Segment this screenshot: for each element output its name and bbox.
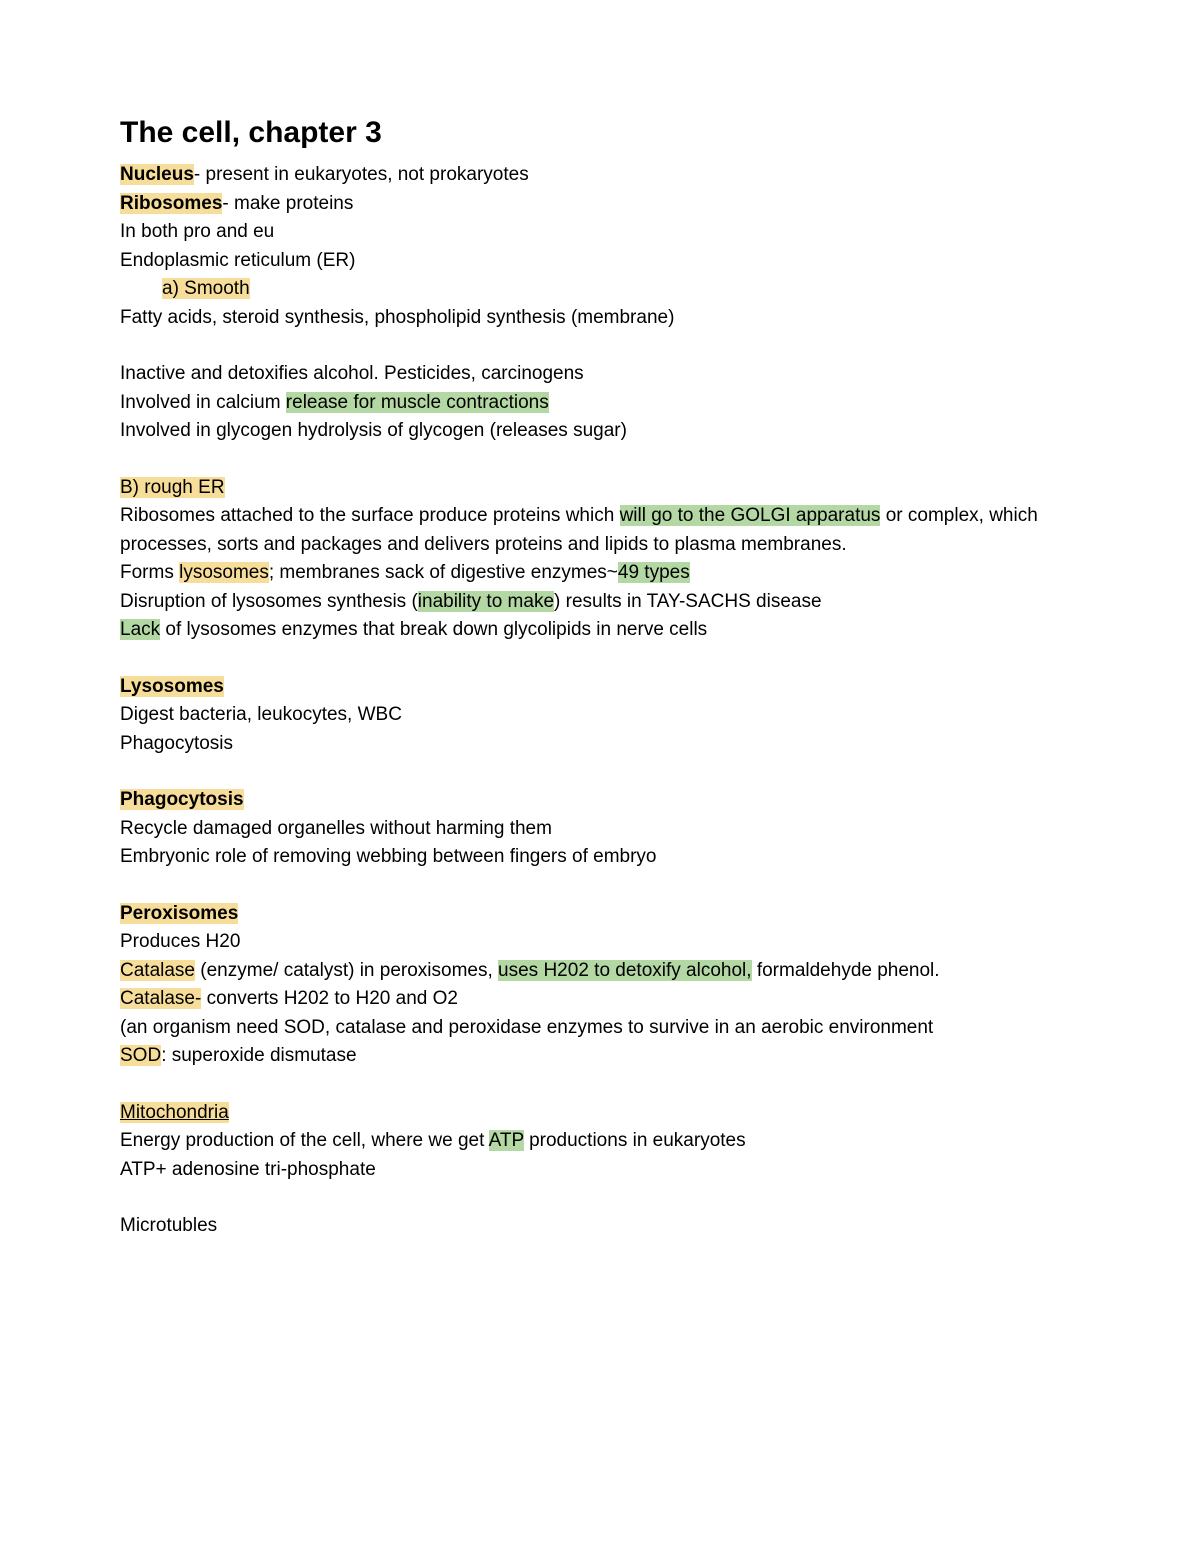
- spacer: [120, 1071, 1080, 1099]
- term-ribosomes: Ribosomes: [120, 193, 222, 214]
- line-ribo-attached: Ribosomes attached to the surface produc…: [120, 502, 1080, 559]
- text-sod-post: : superoxide dismutase: [161, 1045, 356, 1066]
- line-in-both: In both pro and eu: [120, 218, 1080, 247]
- text-energy-post: productions in eukaryotes: [524, 1130, 746, 1151]
- page-title: The cell, chapter 3: [120, 110, 1080, 155]
- text-ribo-pre: Ribosomes attached to the surface produc…: [120, 505, 620, 526]
- heading-lysosomes: Lysosomes: [120, 673, 1080, 702]
- line-atp-def: ATP+ adenosine tri-phosphate: [120, 1156, 1080, 1185]
- line-energy: Energy production of the cell, where we …: [120, 1127, 1080, 1156]
- term-nucleus: Nucleus: [120, 164, 194, 185]
- text-forms-49: 49 types: [618, 562, 690, 583]
- text-lysosomes-heading: Lysosomes: [120, 676, 224, 697]
- line-forms: Forms lysosomes; membranes sack of diges…: [120, 559, 1080, 588]
- text-energy-atp: ATP: [489, 1130, 524, 1151]
- line-recycle: Recycle damaged organelles without harmi…: [120, 815, 1080, 844]
- text-calcium-pre: Involved in calcium: [120, 392, 286, 413]
- text-lack-hl: Lack: [120, 619, 160, 640]
- line-disruption: Disruption of lysosomes synthesis (inabi…: [120, 588, 1080, 617]
- line-lack: Lack of lysosomes enzymes that break dow…: [120, 616, 1080, 645]
- text-sod-term: SOD: [120, 1045, 161, 1066]
- text-mito-heading: Mitochondria: [120, 1102, 229, 1123]
- text-nucleus-rest: - present in eukaryotes, not prokaryotes: [194, 164, 529, 185]
- text-disruption-pre: Disruption of lysosomes synthesis (: [120, 591, 418, 612]
- spacer: [120, 1184, 1080, 1212]
- text-calcium-hl: release for muscle contractions: [286, 392, 549, 413]
- line-calcium: Involved in calcium release for muscle c…: [120, 389, 1080, 418]
- line-catalase1: Catalase (enzyme/ catalyst) in peroxisom…: [120, 957, 1080, 986]
- text-disruption-hl: inability to make: [418, 591, 554, 612]
- text-catalase1-term: Catalase: [120, 960, 195, 981]
- text-catalase2-post: converts H202 to H20 and O2: [201, 988, 458, 1009]
- line-produces: Produces H20: [120, 928, 1080, 957]
- text-catalase1-post: formaldehyde phenol.: [752, 960, 940, 981]
- heading-phagocytosis: Phagocytosis: [120, 786, 1080, 815]
- line-sod: SOD: superoxide dismutase: [120, 1042, 1080, 1071]
- line-phago1: Phagocytosis: [120, 730, 1080, 759]
- spacer: [120, 872, 1080, 900]
- text-b-rough: B) rough ER: [120, 477, 225, 498]
- line-ribosomes: Ribosomes- make proteins: [120, 190, 1080, 219]
- text-disruption-post: ) results in TAY-SACHS disease: [554, 591, 822, 612]
- line-catalase2: Catalase- converts H202 to H20 and O2: [120, 985, 1080, 1014]
- line-b-rough: B) rough ER: [120, 474, 1080, 503]
- line-embryonic: Embryonic role of removing webbing betwe…: [120, 843, 1080, 872]
- text-catalase1-mid: (enzyme/ catalyst) in peroxisomes,: [195, 960, 498, 981]
- line-inactive: Inactive and detoxifies alcohol. Pestici…: [120, 360, 1080, 389]
- line-nucleus: Nucleus- present in eukaryotes, not prok…: [120, 161, 1080, 190]
- text-peroxisomes-heading: Peroxisomes: [120, 903, 238, 924]
- spacer: [120, 446, 1080, 474]
- text-catalase2-term: Catalase-: [120, 988, 201, 1009]
- text-lack-post: of lysosomes enzymes that break down gly…: [160, 619, 707, 640]
- line-glycogen: Involved in glycogen hydrolysis of glyco…: [120, 417, 1080, 446]
- text-energy-pre: Energy production of the cell, where we …: [120, 1130, 489, 1151]
- line-microtubles: Microtubles: [120, 1212, 1080, 1241]
- text-forms-pre: Forms: [120, 562, 179, 583]
- spacer: [120, 332, 1080, 360]
- spacer: [120, 645, 1080, 673]
- line-organism: (an organism need SOD, catalase and pero…: [120, 1014, 1080, 1043]
- text-ribosomes-rest: - make proteins: [222, 193, 353, 214]
- text-er-a-smooth: a) Smooth: [162, 278, 250, 299]
- text-ribo-hl: will go to the GOLGI apparatus: [620, 505, 881, 526]
- text-forms-lyso: lysosomes: [179, 562, 269, 583]
- line-fatty: Fatty acids, steroid synthesis, phosphol…: [120, 304, 1080, 333]
- heading-peroxisomes: Peroxisomes: [120, 900, 1080, 929]
- text-catalase1-hl: uses H202 to detoxify alcohol,: [498, 960, 752, 981]
- text-phago-heading: Phagocytosis: [120, 789, 244, 810]
- heading-mitochondria: Mitochondria: [120, 1099, 1080, 1128]
- line-er-heading: Endoplasmic reticulum (ER): [120, 247, 1080, 276]
- spacer: [120, 758, 1080, 786]
- line-er-a: a) Smooth: [120, 275, 1080, 304]
- line-digest: Digest bacteria, leukocytes, WBC: [120, 701, 1080, 730]
- text-forms-mid: ; membranes sack of digestive enzymes~: [269, 562, 618, 583]
